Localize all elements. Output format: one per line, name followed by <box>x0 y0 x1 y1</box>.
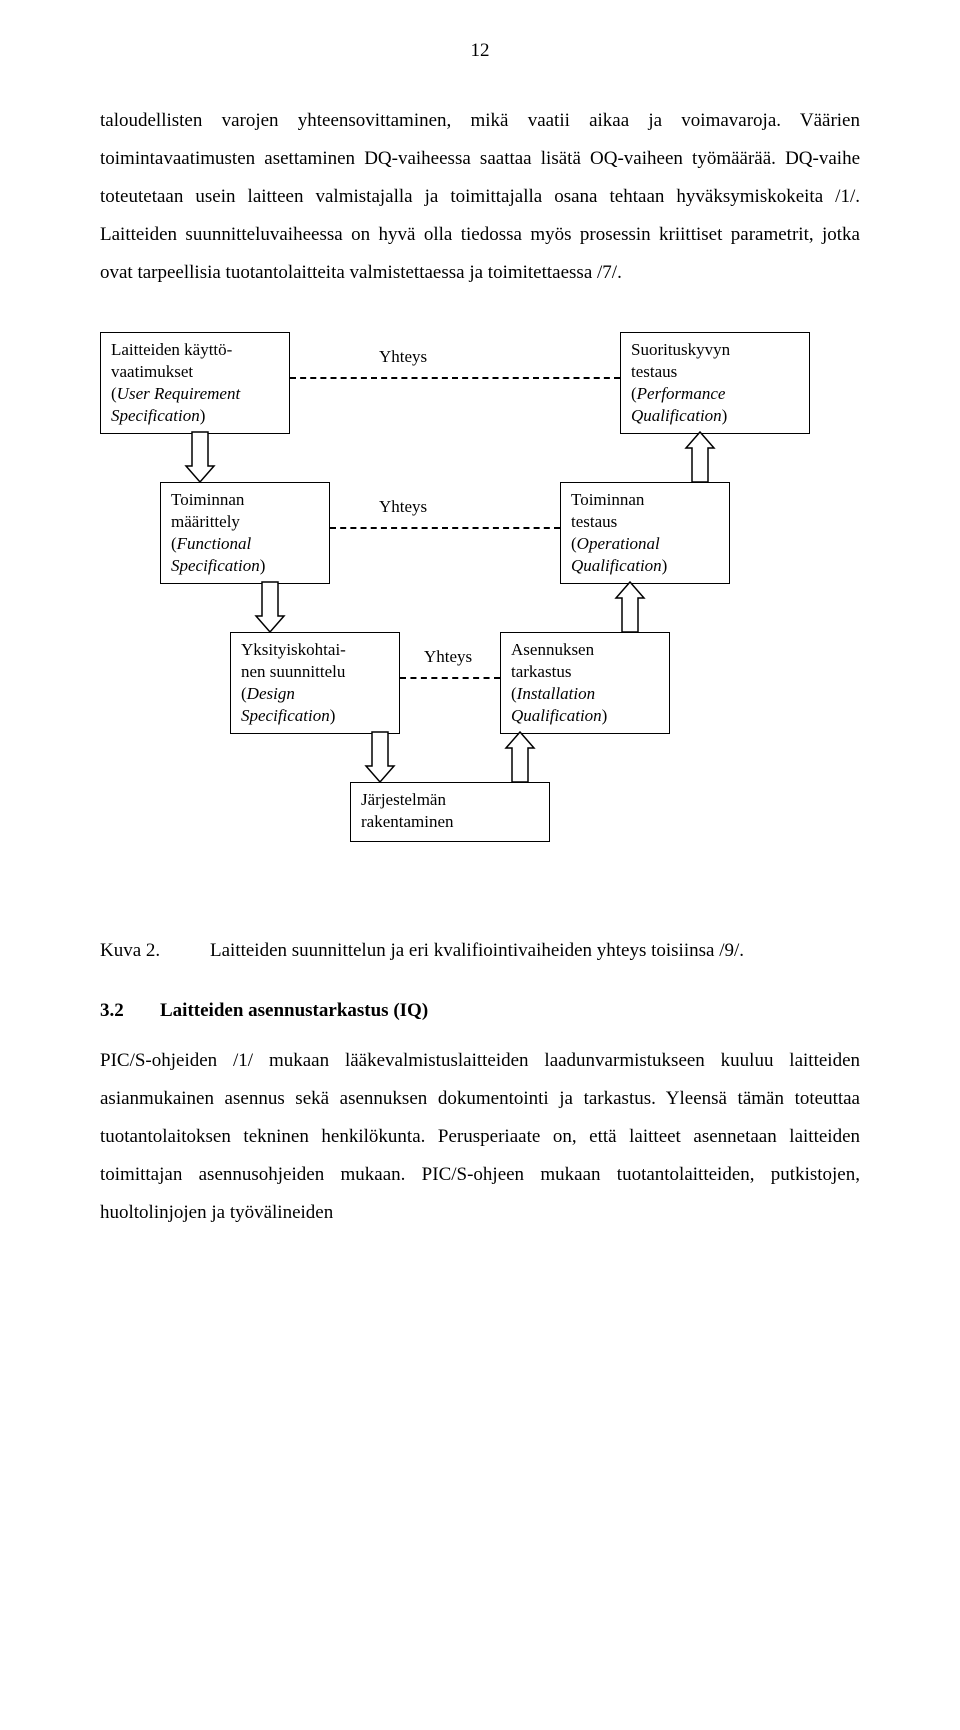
figure-caption-text: Laitteiden suunnittelun ja eri kvalifioi… <box>210 932 860 970</box>
figure-caption: Kuva 2. Laitteiden suunnittelun ja eri k… <box>100 932 860 970</box>
page: 12 taloudellisten varojen yhteensovittam… <box>0 0 960 1312</box>
section-heading: 3.2 Laitteiden asennustarkastus (IQ) <box>100 1000 860 1022</box>
section-title: Laitteiden asennustarkastus (IQ) <box>160 1000 428 1022</box>
section-number: 3.2 <box>100 1000 160 1022</box>
figure-label: Kuva 2. <box>100 932 210 970</box>
arrows-layer <box>100 332 860 892</box>
paragraph-1: taloudellisten varojen yhteensovittamine… <box>100 102 860 292</box>
page-number: 12 <box>100 40 860 62</box>
v-model-diagram: Laitteiden käyttö- vaatimukset (User Req… <box>100 332 860 892</box>
paragraph-2: PIC/S-ohjeiden /1/ mukaan lääkevalmistus… <box>100 1042 860 1232</box>
